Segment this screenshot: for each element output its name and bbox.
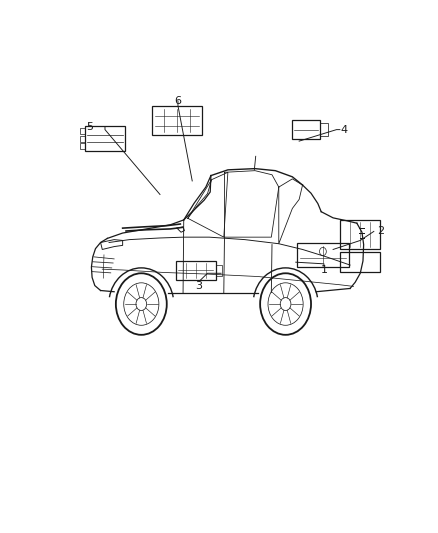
Bar (80, 136, 85, 142)
Bar (320, 124, 328, 136)
Bar (340, 220, 380, 249)
Text: 3: 3 (195, 280, 202, 290)
Bar (297, 243, 349, 266)
Bar (176, 261, 215, 280)
Bar (215, 265, 222, 276)
Text: 6: 6 (174, 96, 181, 106)
Text: 2: 2 (377, 227, 384, 237)
Bar (292, 120, 320, 140)
Text: 5: 5 (86, 122, 93, 132)
Bar (152, 106, 202, 135)
Bar (85, 126, 125, 151)
Bar (80, 143, 85, 149)
Bar (340, 252, 380, 272)
Text: 1: 1 (321, 265, 328, 276)
Text: 4: 4 (340, 125, 347, 135)
Bar (80, 128, 85, 134)
